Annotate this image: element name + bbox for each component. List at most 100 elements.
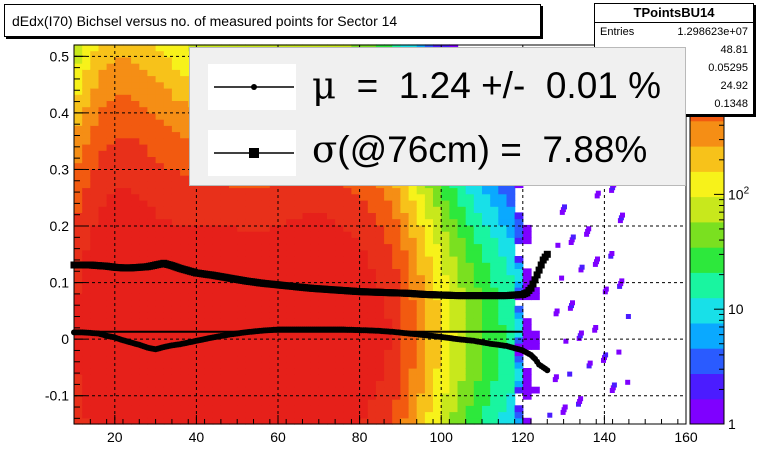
- heat-cell: [220, 237, 230, 245]
- heat-cell: [424, 243, 434, 251]
- heat-cell: [90, 75, 100, 83]
- heat-cell: [163, 206, 173, 213]
- heat-cell: [155, 187, 165, 195]
- heat-cell: [188, 256, 197, 263]
- heat-cell: [74, 280, 83, 288]
- heat-cell: [147, 318, 157, 325]
- heat-cell: [171, 405, 181, 413]
- heat-cell: [302, 318, 312, 325]
- heat-cell: [392, 324, 401, 332]
- heat-cell: [433, 405, 442, 413]
- heat-cell: [408, 399, 418, 406]
- heat-cell: [212, 193, 222, 201]
- heat-cell: [343, 417, 353, 425]
- heat-cell: [408, 417, 418, 425]
- heat-cell: [90, 100, 100, 108]
- heat-cell: [229, 336, 238, 344]
- heat-cell: [367, 256, 377, 263]
- heat-cell: [171, 399, 181, 406]
- heat-cell: [180, 243, 189, 251]
- heat-cell: [433, 355, 442, 363]
- heat-cell: [514, 324, 524, 332]
- heat-cell: [457, 280, 467, 288]
- heat-cell: [139, 374, 149, 381]
- heat-cell: [74, 69, 83, 77]
- heat-cell: [433, 318, 442, 325]
- heat-cell: [163, 268, 173, 276]
- heat-cell: [514, 386, 524, 394]
- heat-cell: [473, 368, 483, 375]
- heat-cell: [114, 355, 124, 363]
- heat-cell: [465, 380, 475, 388]
- heat-cell: [82, 392, 91, 400]
- heat-cell: [465, 411, 475, 419]
- heat-cell: [253, 312, 263, 319]
- heat-cell: [351, 224, 361, 232]
- heat-cell: [278, 349, 287, 357]
- heat-cell: [593, 325, 599, 330]
- heat-cell: [416, 218, 426, 226]
- heat-cell: [400, 392, 410, 400]
- heat-cell: [375, 380, 385, 388]
- sigma-point: [543, 250, 551, 258]
- mean-point: [544, 367, 551, 374]
- heat-cell: [147, 218, 157, 226]
- heat-cell: [220, 305, 230, 313]
- heat-cell: [465, 218, 475, 226]
- heat-cell: [196, 405, 206, 413]
- heat-cell: [237, 380, 246, 388]
- heat-cell: [318, 200, 328, 207]
- heat-cell: [180, 200, 189, 207]
- heat-cell: [245, 299, 255, 307]
- heat-cell: [106, 405, 116, 413]
- heat-cell: [617, 283, 623, 289]
- heat-cell: [131, 156, 140, 164]
- heat-cell: [106, 100, 116, 108]
- heat-cell: [114, 56, 124, 64]
- heat-cell: [625, 379, 631, 385]
- heat-cell: [171, 243, 181, 251]
- heat-cell: [424, 336, 434, 344]
- heat-cell: [449, 330, 459, 338]
- heat-cell: [400, 212, 410, 220]
- heat-cell: [237, 218, 246, 226]
- heat-cell: [392, 405, 401, 413]
- heat-cell: [204, 411, 214, 419]
- heat-cell: [384, 293, 393, 301]
- heat-cell: [196, 380, 206, 388]
- heat-cell: [114, 293, 124, 301]
- heat-cell: [229, 280, 238, 288]
- heat-cell: [294, 249, 304, 257]
- heat-cell: [90, 274, 100, 282]
- heat-cell: [123, 318, 132, 325]
- heat-cell: [554, 308, 560, 314]
- heat-cell: [139, 119, 149, 126]
- heat-cell: [416, 231, 426, 238]
- heat-cell: [220, 312, 230, 319]
- heat-cell: [424, 237, 434, 245]
- heat-cell: [318, 336, 328, 344]
- heat-cell: [204, 224, 214, 232]
- mu-symbol: μ: [312, 64, 337, 107]
- heat-cell: [131, 299, 140, 307]
- heat-cell: [139, 187, 149, 195]
- heat-cell: [90, 343, 100, 350]
- heat-cell: [302, 343, 312, 350]
- heat-cell: [196, 368, 206, 375]
- heat-cell: [196, 417, 206, 425]
- heat-cell: [253, 249, 263, 257]
- heat-cell: [163, 243, 173, 251]
- heat-cell: [400, 224, 410, 232]
- heat-cell: [367, 237, 377, 245]
- heat-cell: [229, 318, 238, 325]
- heat-cell: [302, 206, 312, 213]
- heat-cell: [416, 361, 426, 369]
- heat-cell: [375, 312, 385, 319]
- heat-cell: [441, 287, 450, 294]
- heat-cell: [180, 162, 189, 170]
- heat-cell: [98, 187, 108, 195]
- heat-cell: [163, 88, 173, 95]
- heat-cell: [506, 355, 516, 363]
- heat-cell: [424, 349, 434, 357]
- heat-cell: [294, 187, 304, 195]
